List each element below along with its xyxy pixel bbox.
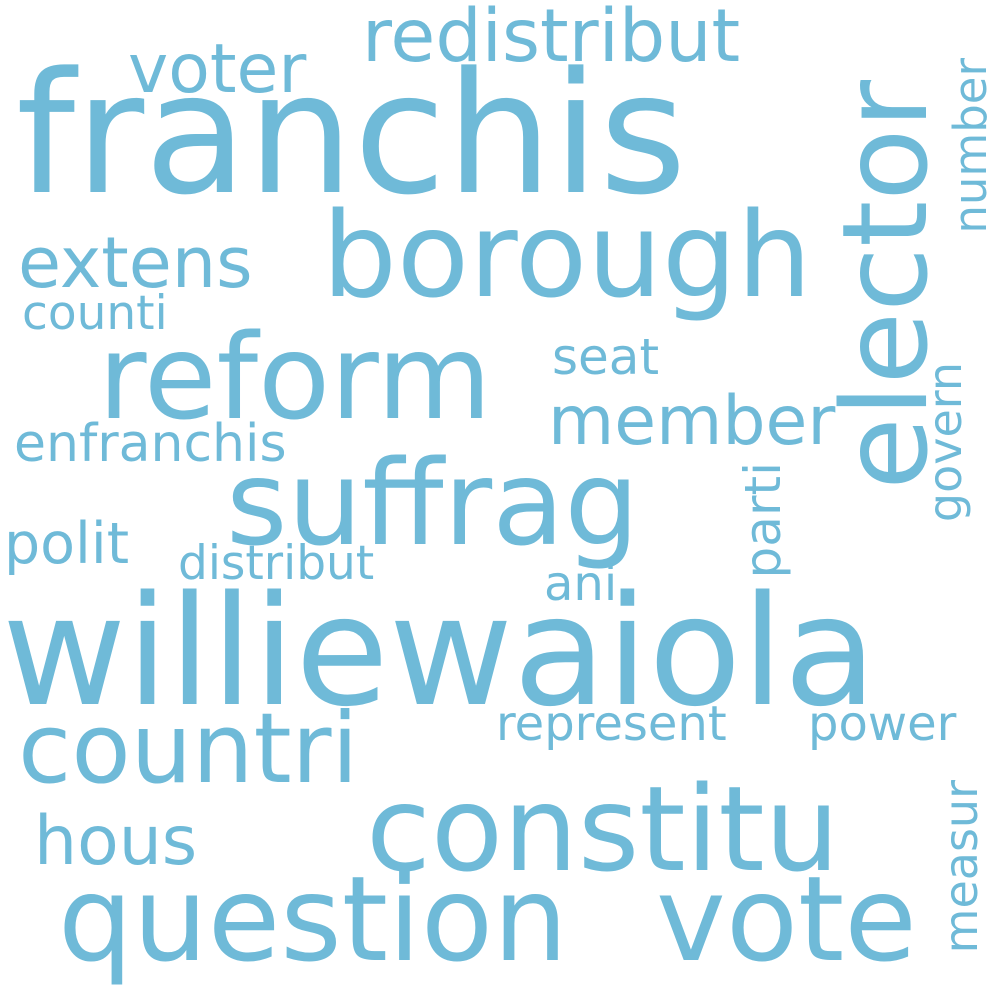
word-constitu: constitu [366,760,840,898]
word-ani: ani [544,556,618,612]
word-voter: voter [128,30,307,109]
word-govern: govern [918,362,972,523]
word-suffrag: suffrag [226,434,640,572]
word-seat: seat [552,328,660,386]
word-williewaiola: williewaiola [2,563,877,740]
word-question: question [58,850,568,988]
word-polit: polit [4,511,130,577]
word-represent: represent [496,696,727,752]
word-number: number [944,58,997,234]
word-counti: counti [22,286,168,341]
word-extens: extens [18,222,253,304]
word-hous: hous [34,802,198,881]
word-measur: measur [934,780,988,954]
word-parti: parti [734,462,792,579]
word-countri: countri [18,692,359,805]
word-enfranchis: enfranchis [14,414,287,474]
word-franchis: franchis [16,36,687,232]
word-distribut: distribut [178,536,375,591]
word-power: power [808,696,957,752]
word-member: member [548,382,836,461]
word-vote: vote [656,850,917,988]
word-redistribut: redistribut [362,0,741,79]
word-borough: borough [322,186,812,324]
word-reform: reform [98,308,492,446]
